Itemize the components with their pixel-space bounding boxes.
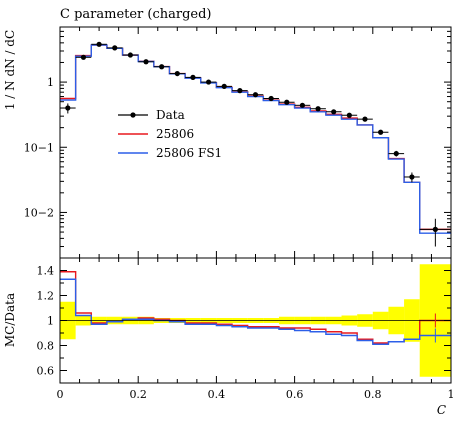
data-point bbox=[80, 54, 87, 60]
data-point bbox=[237, 88, 243, 94]
data-point bbox=[299, 102, 306, 108]
data-point bbox=[409, 174, 415, 180]
data-point bbox=[268, 95, 274, 102]
data-point bbox=[127, 52, 133, 58]
ratio-y-tick-label: 0.8 bbox=[37, 340, 55, 353]
data-point bbox=[284, 99, 290, 105]
legend-label-data: Data bbox=[156, 108, 185, 122]
ratio-y-tick-label: 1 bbox=[47, 315, 54, 328]
data-point bbox=[346, 112, 352, 118]
data-point bbox=[393, 150, 399, 157]
legend-marker-data-point bbox=[130, 112, 136, 118]
data-point bbox=[205, 79, 212, 85]
data-point bbox=[65, 105, 71, 111]
legend-label-25806-fs1: 25806 FS1 bbox=[156, 146, 222, 160]
data-point bbox=[315, 106, 321, 112]
main-y-tick-label: 1 bbox=[47, 76, 54, 89]
data-point bbox=[331, 109, 337, 115]
data-point bbox=[190, 74, 196, 80]
x-tick-label: 0.8 bbox=[364, 388, 382, 401]
data-point bbox=[432, 226, 438, 232]
chart-title: C parameter (charged) bbox=[60, 7, 212, 22]
main-panel-frame bbox=[59, 26, 452, 259]
main-y-tick-label: 10−2 bbox=[24, 206, 54, 219]
x-tick-label: 0.2 bbox=[129, 388, 147, 401]
main-series-line-25806 bbox=[60, 44, 451, 231]
ratio-series-line-25806-fs1 bbox=[60, 278, 451, 345]
x-tick-label: 0 bbox=[57, 388, 64, 401]
data-point bbox=[174, 70, 180, 77]
x-tick-label: 0.6 bbox=[286, 388, 304, 401]
main-y-axis-label: 1 / N dN / dC bbox=[3, 30, 17, 110]
legend-label-25806: 25806 bbox=[156, 127, 194, 141]
data-point bbox=[112, 45, 118, 51]
x-tick-label: 1 bbox=[448, 388, 455, 401]
x-axis-label: C bbox=[437, 403, 446, 417]
data-point bbox=[221, 83, 227, 89]
main-y-tick-label: 10−1 bbox=[24, 141, 54, 154]
ratio-y-axis-label: MC/Data bbox=[3, 293, 17, 347]
data-point bbox=[159, 64, 165, 70]
ratio-y-tick-label: 1.4 bbox=[37, 265, 55, 278]
ratio-y-tick-label: 0.6 bbox=[37, 365, 55, 378]
main-series-line-25806-fs1 bbox=[60, 44, 451, 234]
ratio-y-tick-label: 1.2 bbox=[37, 290, 55, 303]
x-tick-label: 0.4 bbox=[208, 388, 226, 401]
data-point bbox=[252, 92, 259, 98]
data-point bbox=[143, 59, 149, 65]
data-point bbox=[96, 41, 102, 47]
data-point bbox=[378, 129, 384, 135]
data-point bbox=[362, 116, 368, 122]
